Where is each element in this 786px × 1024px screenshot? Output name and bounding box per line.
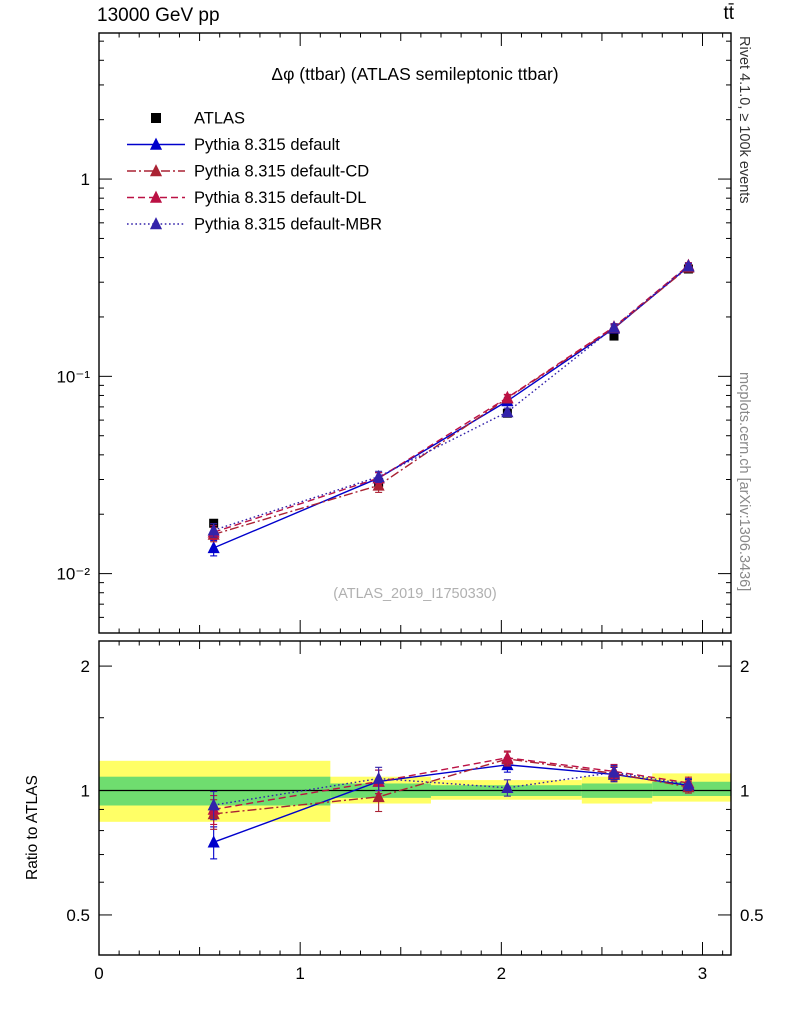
svg-text:Pythia 8.315 default: Pythia 8.315 default xyxy=(194,136,340,154)
svg-text:ATLAS: ATLAS xyxy=(194,110,245,128)
svg-text:Pythia 8.315 default-DL: Pythia 8.315 default-DL xyxy=(194,189,366,207)
svg-text:10⁻¹: 10⁻¹ xyxy=(56,367,90,386)
svg-text:2: 2 xyxy=(497,964,506,983)
svg-text:0.5: 0.5 xyxy=(66,906,90,925)
series-atlas xyxy=(209,264,693,528)
beam-energy-label: 13000 GeV pp xyxy=(97,5,220,26)
legend: ATLAS Pythia 8.315 default Pythia 8.315 de… xyxy=(127,110,382,234)
svg-text:0: 0 xyxy=(94,964,103,983)
ratio-uncertainty-bands xyxy=(99,760,731,822)
svg-text:2: 2 xyxy=(740,657,749,676)
analysis-id-watermark: (ATLAS_2019_I1750330) xyxy=(333,586,497,602)
process-label: tt̄ xyxy=(723,3,734,24)
svg-text:2: 2 xyxy=(81,657,90,676)
series-pythia-8.315-default-cd xyxy=(207,260,695,830)
svg-text:1: 1 xyxy=(81,782,90,801)
svg-text:Pythia 8.315 default-MBR: Pythia 8.315 default-MBR xyxy=(194,216,382,234)
plot-title: Δφ (ttbar) (ATLAS semileptonic ttbar) xyxy=(271,64,559,84)
axes: 0 1 2 3 10⁻² 10⁻¹ 1 0.5 0.5 1 1 2 2 xyxy=(56,33,764,983)
svg-text:3: 3 xyxy=(698,964,707,983)
svg-text:1: 1 xyxy=(295,964,304,983)
svg-text:Pythia 8.315 default-CD: Pythia 8.315 default-CD xyxy=(194,163,369,181)
svg-text:1: 1 xyxy=(740,782,749,801)
series-pythia-8.315-default-mbr xyxy=(207,259,695,821)
series-pythia-8.315-default-dl xyxy=(207,258,695,825)
svg-text:10⁻²: 10⁻² xyxy=(56,565,90,584)
ratio-panel-frame xyxy=(98,640,732,956)
svg-text:1: 1 xyxy=(81,170,90,189)
svg-text:0.5: 0.5 xyxy=(740,906,764,925)
main-panel-frame xyxy=(98,32,732,634)
